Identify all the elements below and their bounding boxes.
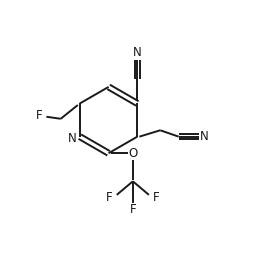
Text: N: N xyxy=(133,46,142,59)
Text: O: O xyxy=(128,147,138,160)
Text: F: F xyxy=(106,191,113,204)
Text: F: F xyxy=(130,203,136,216)
Text: F: F xyxy=(153,191,159,204)
Text: N: N xyxy=(200,130,208,143)
Text: N: N xyxy=(68,132,77,145)
Text: F: F xyxy=(35,109,42,122)
